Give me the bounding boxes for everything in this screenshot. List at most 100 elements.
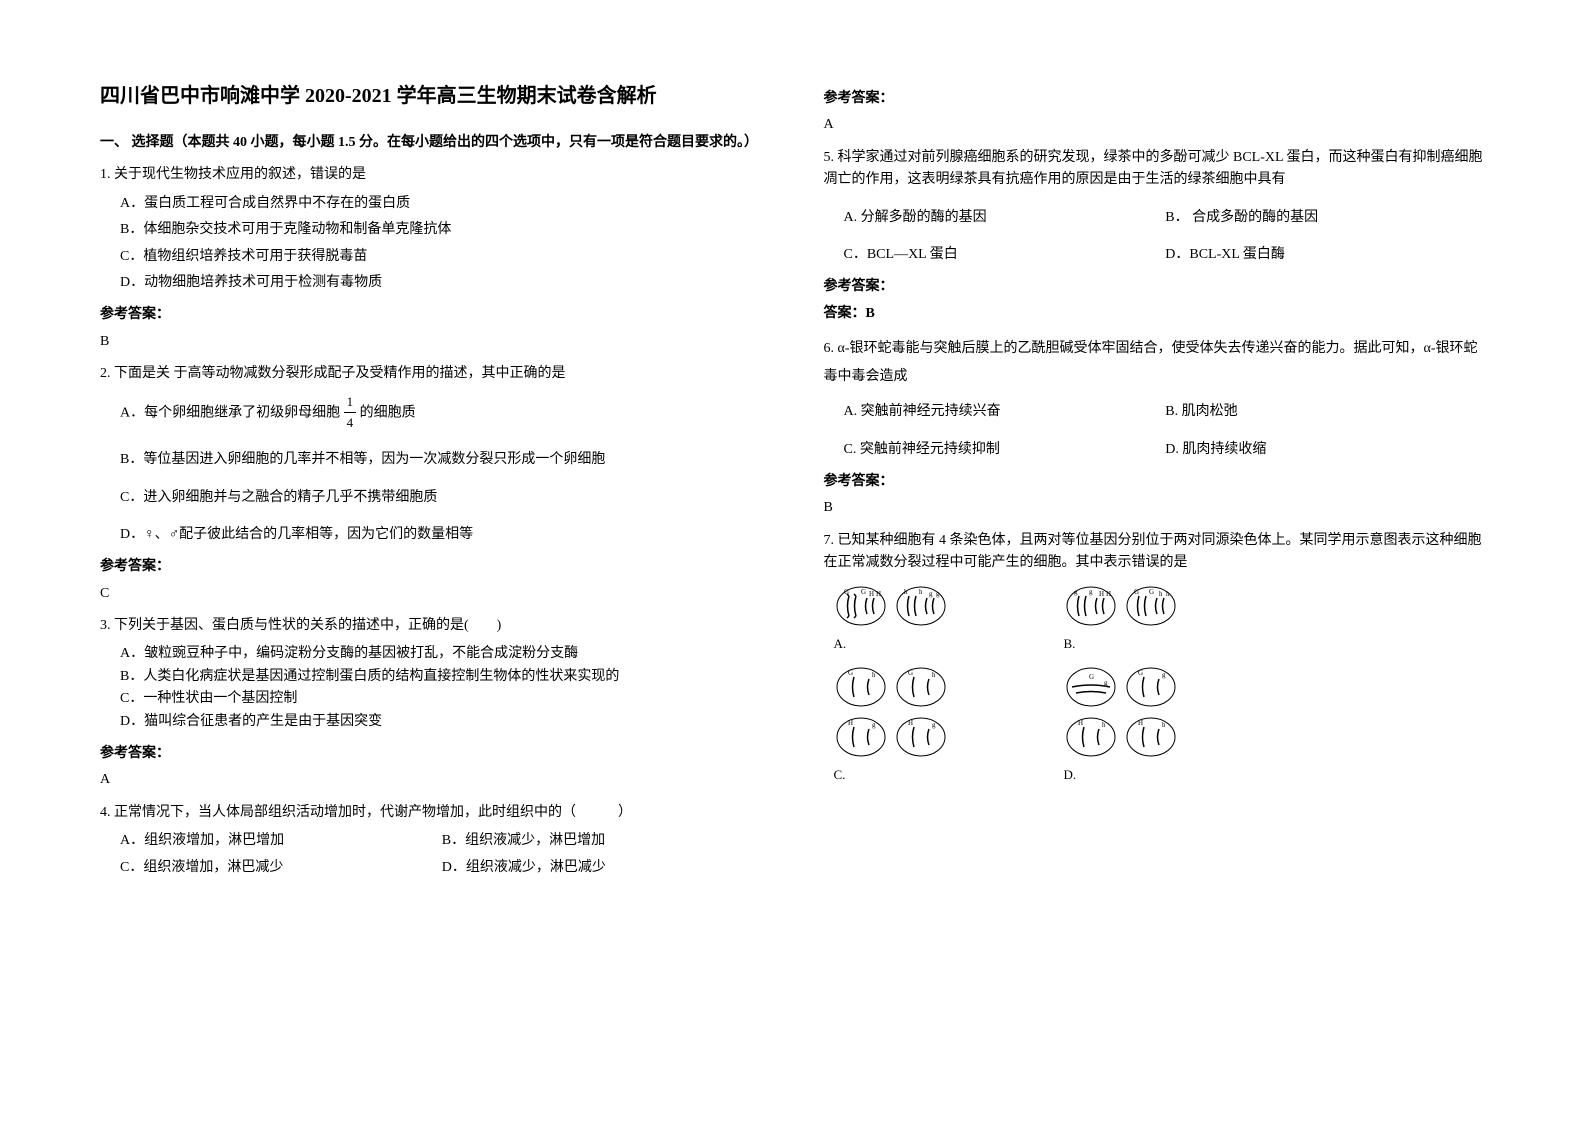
cell-icon: Hh xyxy=(1064,715,1119,760)
q4-option-d: D．组织液减少，淋巴减少 xyxy=(442,857,764,879)
svg-text:h: h xyxy=(1162,721,1166,729)
section-header: 一、 选择题（本题共 40 小题，每小题 1.5 分。在每小题给出的四个选项中，… xyxy=(100,132,764,154)
q2-a-suffix: 的细胞质 xyxy=(360,405,416,420)
svg-text:G: G xyxy=(1138,669,1143,677)
svg-text:H: H xyxy=(1106,590,1111,598)
fraction-denominator: 4 xyxy=(344,413,357,434)
q2-option-d: D．♀、♂配子彼此结合的几率相等，因为它们的数量相等 xyxy=(120,524,764,546)
q5-answer: 答案：B xyxy=(824,303,1488,325)
answer-prefix: 答案： xyxy=(824,306,866,321)
q1-option-b: B．体细胞杂交技术可用于克隆动物和制备单克隆抗体 xyxy=(120,219,764,241)
document-title: 四川省巴中市响滩中学 2020-2021 学年高三生物期末试卷含解析 xyxy=(100,80,764,112)
svg-text:G: G xyxy=(1134,588,1139,596)
q1-option-d: D．动物细胞培养技术可用于检测有毒物质 xyxy=(120,272,764,294)
cell-icon: Gh xyxy=(894,665,949,710)
q5-option-d: D．BCL-XL 蛋白酶 xyxy=(1165,244,1487,266)
q4-row2: C．组织液增加，淋巴减少 D．组织液减少，淋巴减少 xyxy=(120,857,764,879)
q2-answer: C xyxy=(100,583,764,605)
cells-d: Gg Gg Hh Hh xyxy=(1064,665,1194,760)
svg-text:h: h xyxy=(1102,721,1106,729)
svg-text:h: h xyxy=(932,671,936,679)
svg-text:g: g xyxy=(1104,679,1108,687)
question-1: 1. 关于现代生物技术应用的叙述，错误的是 A．蛋白质工程可合成自然界中不存在的… xyxy=(100,164,764,294)
q3-option-a: A．皱粒豌豆种子中，编码淀粉分支酶的基因被打乱，不能合成淀粉分支酶 xyxy=(120,643,764,665)
q7-label-b: B. xyxy=(1064,634,1076,655)
q7-diagram-b: ggHH GGhh B. xyxy=(1064,584,1194,655)
cell-icon: GGhh xyxy=(1124,584,1179,629)
q5-option-c: C．BCL—XL 蛋白 xyxy=(844,244,1166,266)
q6-option-d: D. 肌肉持续收缩 xyxy=(1165,439,1487,461)
q5-option-b: B． 合成多酚的酶的基因 xyxy=(1165,207,1487,229)
q3-answer-label: 参考答案： xyxy=(100,743,764,765)
q7-text: 7. 已知某种细胞有 4 条染色体，且两对等位基因分别位于两对同源染色体上。某同… xyxy=(824,530,1488,575)
cells-a: GGHH hhgg xyxy=(834,584,964,629)
q2-answer-label: 参考答案： xyxy=(100,556,764,578)
svg-text:G: G xyxy=(844,588,849,596)
q4-option-b: B．组织液减少，淋巴增加 xyxy=(442,830,764,852)
svg-text:G: G xyxy=(1089,673,1094,681)
right-column: 参考答案： A 5. 科学家通过对前列腺癌细胞系的研究发现，绿茶中的多酚可减少 … xyxy=(824,80,1488,889)
q6-answer-label: 参考答案： xyxy=(824,471,1488,493)
q7-label-a: A. xyxy=(834,634,847,655)
q1-option-c: C．植物组织培养技术可用于获得脱毒苗 xyxy=(120,246,764,268)
svg-text:G: G xyxy=(1149,588,1154,596)
cell-icon: Hg xyxy=(834,715,889,760)
q4-answer: A xyxy=(824,114,1488,136)
fraction-numerator: 1 xyxy=(344,392,357,414)
svg-text:H: H xyxy=(1078,719,1083,727)
svg-text:g: g xyxy=(1074,588,1078,596)
q3-option-b: B．人类白化病症状是基因通过控制蛋白质的结构直接控制生物体的性状来实现的 xyxy=(120,666,764,688)
page-container: 四川省巴中市响滩中学 2020-2021 学年高三生物期末试卷含解析 一、 选择… xyxy=(100,80,1487,889)
svg-text:H: H xyxy=(848,719,853,727)
q5-row2: C．BCL—XL 蛋白 D．BCL-XL 蛋白酶 xyxy=(844,244,1488,266)
q7-label-c: C. xyxy=(834,765,846,786)
q3-option-c: C．一种性状由一个基因控制 xyxy=(120,688,764,710)
cells-b: ggHH GGhh xyxy=(1064,584,1194,629)
cell-icon: Gg xyxy=(1064,665,1119,710)
cell-icon: Gg xyxy=(1124,665,1179,710)
q7-diagram-d: Gg Gg Hh Hh D. xyxy=(1064,665,1194,786)
cell-icon: GGHH xyxy=(834,584,889,629)
svg-text:G: G xyxy=(848,669,853,677)
q2-option-c: C．进入卵细胞并与之融合的精子几乎不携带细胞质 xyxy=(120,487,764,509)
cell-icon: ggHH xyxy=(1064,584,1119,629)
cell-icon: hhgg xyxy=(894,584,949,629)
cells-c: Gh Gh Hg Hg xyxy=(834,665,964,760)
q4-text: 4. 正常情况下，当人体局部组织活动增加时，代谢产物增加，此时组织中的（ ） xyxy=(100,802,764,824)
q2-text: 2. 下面是关 于高等动物减数分裂形成配子及受精作用的描述，其中正确的是 xyxy=(100,363,764,385)
svg-text:g: g xyxy=(929,590,933,598)
svg-text:h: h xyxy=(872,671,876,679)
q6-answer: B xyxy=(824,497,1488,519)
q6-option-a: A. 突触前神经元持续兴奋 xyxy=(844,401,1166,423)
q1-option-a: A．蛋白质工程可合成自然界中不存在的蛋白质 xyxy=(120,193,764,215)
svg-text:g: g xyxy=(872,721,876,729)
svg-text:h: h xyxy=(1159,590,1163,598)
q6-option-c: C. 突触前神经元持续抑制 xyxy=(844,439,1166,461)
q6-option-b: B. 肌肉松弛 xyxy=(1165,401,1487,423)
q2-option-b: B．等位基因进入卵细胞的几率并不相等，因为一次减数分裂只形成一个卵细胞 xyxy=(120,449,764,471)
q6-row2: C. 突触前神经元持续抑制 D. 肌肉持续收缩 xyxy=(844,439,1488,461)
q5-option-a: A. 分解多酚的酶的基因 xyxy=(844,207,1166,229)
question-6: 6. α-银环蛇毒能与突触后膜上的乙酰胆碱受体牢固结合，使受体失去传递兴奋的能力… xyxy=(824,335,1488,461)
q5-text: 5. 科学家通过对前列腺癌细胞系的研究发现，绿茶中的多酚可减少 BCL-XL 蛋… xyxy=(824,147,1488,192)
svg-text:g: g xyxy=(932,721,936,729)
q1-answer-label: 参考答案： xyxy=(100,304,764,326)
q5-answer-value: B xyxy=(866,306,875,321)
svg-text:h: h xyxy=(904,588,908,596)
q2-a-prefix: A．每个卵细胞继承了初级卵母细胞 xyxy=(120,405,340,420)
svg-text:h: h xyxy=(919,588,923,596)
q7-diagram-row2: Gh Gh Hg Hg C. xyxy=(834,665,1488,786)
q7-diagram-row1: GGHH hhgg A. ggHH GGhh xyxy=(834,584,1488,655)
question-7: 7. 已知某种细胞有 4 条染色体，且两对等位基因分别位于两对同源染色体上。某同… xyxy=(824,530,1488,786)
svg-text:g: g xyxy=(1162,671,1166,679)
q7-label-d: D. xyxy=(1064,765,1077,786)
q4-option-a: A．组织液增加，淋巴增加 xyxy=(120,830,442,852)
cell-icon: Hg xyxy=(894,715,949,760)
svg-text:H: H xyxy=(1099,590,1104,598)
q3-options: A．皱粒豌豆种子中，编码淀粉分支酶的基因被打乱，不能合成淀粉分支酶 B．人类白化… xyxy=(120,643,764,733)
fraction-icon: 1 4 xyxy=(344,392,357,435)
q7-diagram-c: Gh Gh Hg Hg C. xyxy=(834,665,964,786)
q4-answer-label: 参考答案： xyxy=(824,88,1488,110)
svg-text:g: g xyxy=(936,590,940,598)
q3-answer: A xyxy=(100,769,764,791)
